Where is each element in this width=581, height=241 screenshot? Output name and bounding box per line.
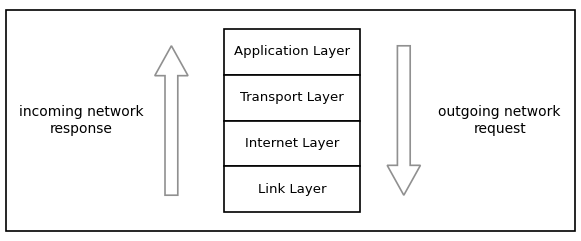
Bar (224, 120, 360, 166)
FancyArrow shape (387, 46, 421, 195)
Text: outgoing network
request: outgoing network request (439, 105, 561, 136)
Text: Transport Layer: Transport Layer (240, 91, 344, 104)
Bar (224, 166, 360, 212)
Text: Link Layer: Link Layer (258, 183, 326, 196)
Bar (224, 29, 360, 75)
Bar (224, 75, 360, 120)
Text: Application Layer: Application Layer (234, 45, 350, 58)
Text: incoming network
response: incoming network response (19, 105, 144, 136)
FancyArrow shape (155, 46, 188, 195)
Text: Internet Layer: Internet Layer (245, 137, 339, 150)
